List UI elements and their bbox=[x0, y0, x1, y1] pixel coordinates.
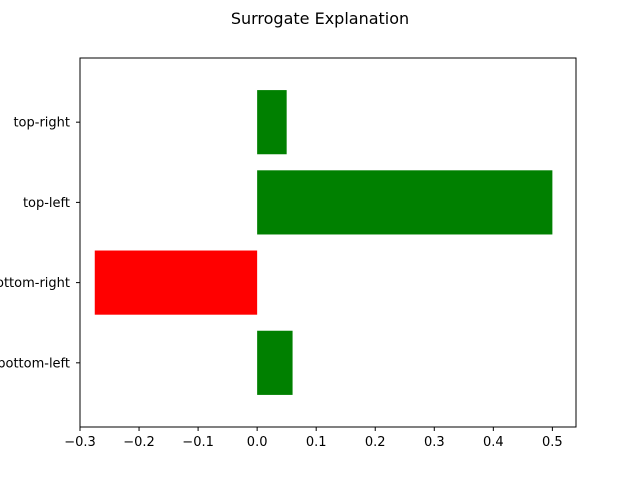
x-tick-label: 0.2 bbox=[365, 435, 386, 450]
bar-bottom-right bbox=[94, 250, 258, 315]
y-tick-label: bottom-right bbox=[0, 276, 70, 291]
x-axis: −0.3 −0.2 −0.1 0.0 0.1 0.2 0.3 0.4 0.5 bbox=[64, 427, 563, 450]
y-tick-label: bottom-left bbox=[0, 356, 70, 371]
axes-frame bbox=[79, 57, 577, 428]
x-tick-label: 0.5 bbox=[542, 435, 563, 450]
y-tick-label: top-right bbox=[13, 116, 70, 131]
y-tick-label: top-left bbox=[23, 196, 70, 211]
x-tick-label: −0.3 bbox=[64, 435, 96, 450]
bar-top-right bbox=[257, 90, 287, 155]
x-tick-label: 0.1 bbox=[306, 435, 327, 450]
chart-title: Surrogate Explanation bbox=[231, 9, 409, 28]
x-tick-label: −0.2 bbox=[123, 435, 155, 450]
x-tick-label: 0.4 bbox=[483, 435, 504, 450]
x-tick-label: 0.0 bbox=[247, 435, 268, 450]
bar-bottom-left bbox=[257, 330, 293, 395]
x-tick-label: 0.3 bbox=[424, 435, 445, 450]
x-tick-label: −0.1 bbox=[182, 435, 214, 450]
y-axis: bottom-left bottom-right top-left top-right bbox=[0, 116, 80, 371]
bar-top-left bbox=[257, 170, 553, 235]
bars-layer bbox=[94, 90, 553, 395]
